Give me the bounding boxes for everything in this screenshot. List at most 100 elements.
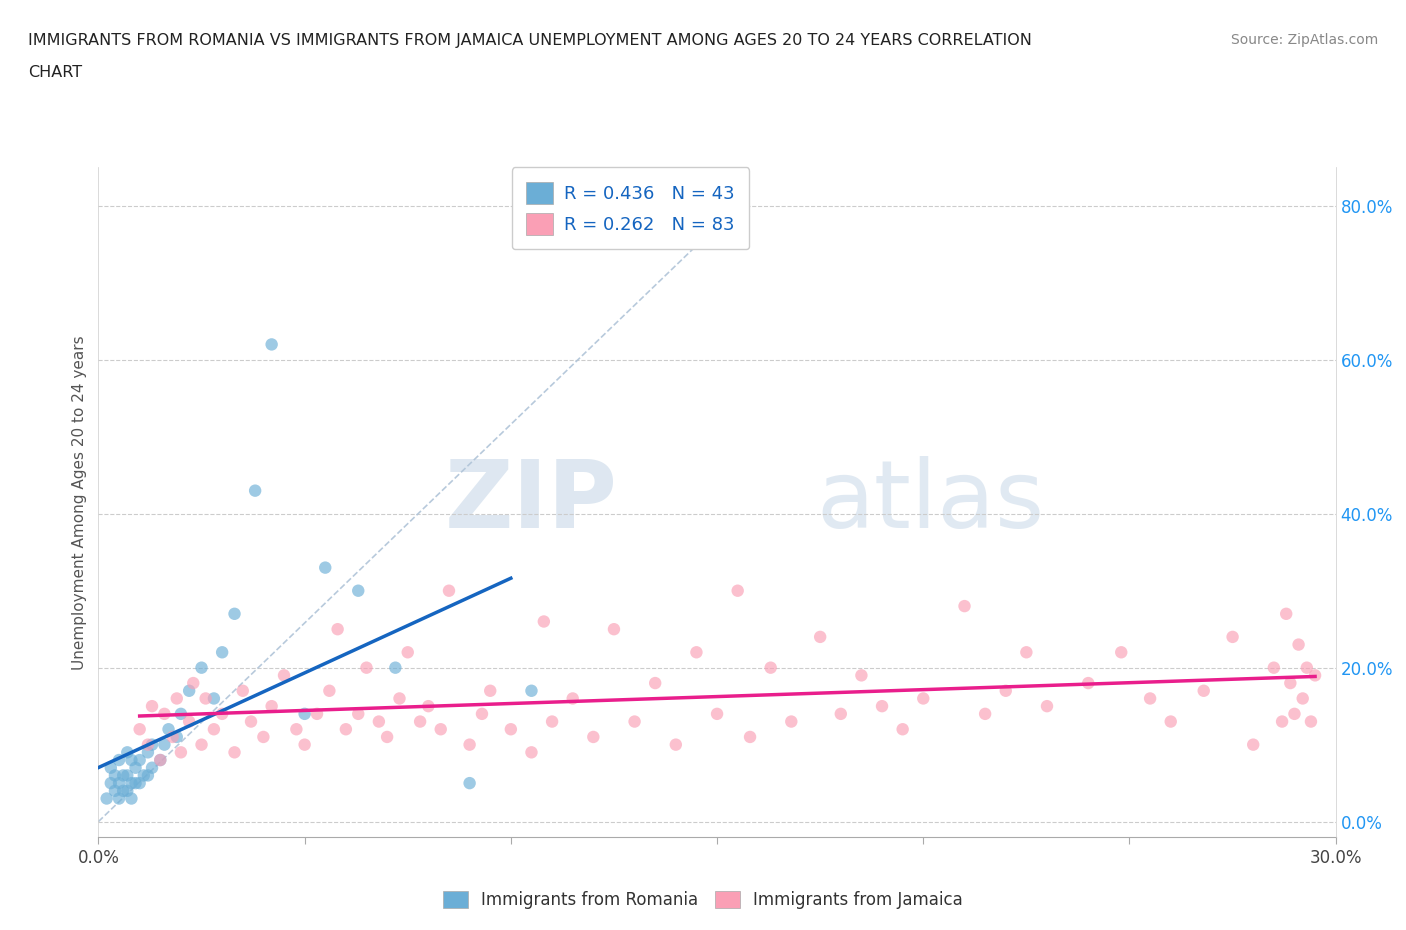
Point [520,684,543,698]
Point [224,745,246,760]
Point [326,622,349,637]
Point [314,560,336,575]
Point [243,484,266,498]
Point [108,752,131,767]
Point [429,722,451,737]
Point [141,737,163,752]
Point [120,776,142,790]
Point [108,791,131,806]
Point [117,745,139,760]
Point [232,684,254,698]
Point [1192,684,1215,698]
Point [149,752,172,767]
Point [891,722,914,737]
Point [499,722,522,737]
Point [458,737,481,752]
Point [437,583,460,598]
Point [582,729,605,744]
Point [96,791,118,806]
Point [128,722,150,737]
Point [132,768,155,783]
Point [100,761,122,776]
Point [285,722,308,737]
Point [974,707,997,722]
Point [162,729,184,744]
Point [870,698,893,713]
Point [1295,660,1317,675]
Text: ZIP: ZIP [446,457,619,548]
Point [128,776,150,790]
Point [388,691,411,706]
Point [335,722,357,737]
Point [104,783,127,798]
Point [252,729,274,744]
Point [194,691,217,706]
Point [1275,606,1298,621]
Point [1271,714,1294,729]
Text: atlas: atlas [815,457,1045,548]
Point [190,737,212,752]
Point [541,714,564,729]
Point [124,776,146,790]
Point [347,583,370,598]
Point [603,622,626,637]
Point [179,684,201,698]
Point [471,707,494,722]
Point [260,337,283,352]
Point [1109,644,1132,659]
Point [851,668,873,683]
Point [561,691,583,706]
Point [136,768,159,783]
Point [112,768,135,783]
Point [780,714,803,729]
Point [318,684,340,698]
Point [1284,707,1306,722]
Point [727,583,749,598]
Point [1288,637,1310,652]
Point [685,644,707,659]
Point [181,675,204,690]
Point [994,684,1017,698]
Point [479,684,502,698]
Point [1263,660,1285,675]
Point [224,606,246,621]
Point [240,714,263,729]
Point [136,737,159,752]
Point [260,698,283,713]
Point [418,698,440,713]
Point [409,714,432,729]
Point [166,691,188,706]
Point [356,660,378,675]
Point [166,729,188,744]
Point [120,791,142,806]
Point [759,660,782,675]
Point [1222,630,1244,644]
Point [153,737,176,752]
Point [623,714,645,729]
Point [190,660,212,675]
Point [141,761,163,776]
Point [104,768,127,783]
Point [305,707,328,722]
Legend: R = 0.436   N = 43, R = 0.262   N = 83: R = 0.436 N = 43, R = 0.262 N = 83 [512,167,749,249]
Point [294,707,316,722]
Point [1292,691,1315,706]
Point [912,691,935,706]
Point [1139,691,1161,706]
Text: CHART: CHART [28,65,82,80]
Point [396,644,419,659]
Point [1160,714,1182,729]
Point [644,675,666,690]
Point [128,752,150,767]
Point [1077,675,1099,690]
Point [112,783,135,798]
Point [117,768,139,783]
Point [347,707,370,722]
Point [1036,698,1059,713]
Point [953,599,976,614]
Legend: Immigrants from Romania, Immigrants from Jamaica: Immigrants from Romania, Immigrants from… [434,883,972,917]
Point [458,776,481,790]
Point [830,707,852,722]
Point [211,644,233,659]
Point [202,691,225,706]
